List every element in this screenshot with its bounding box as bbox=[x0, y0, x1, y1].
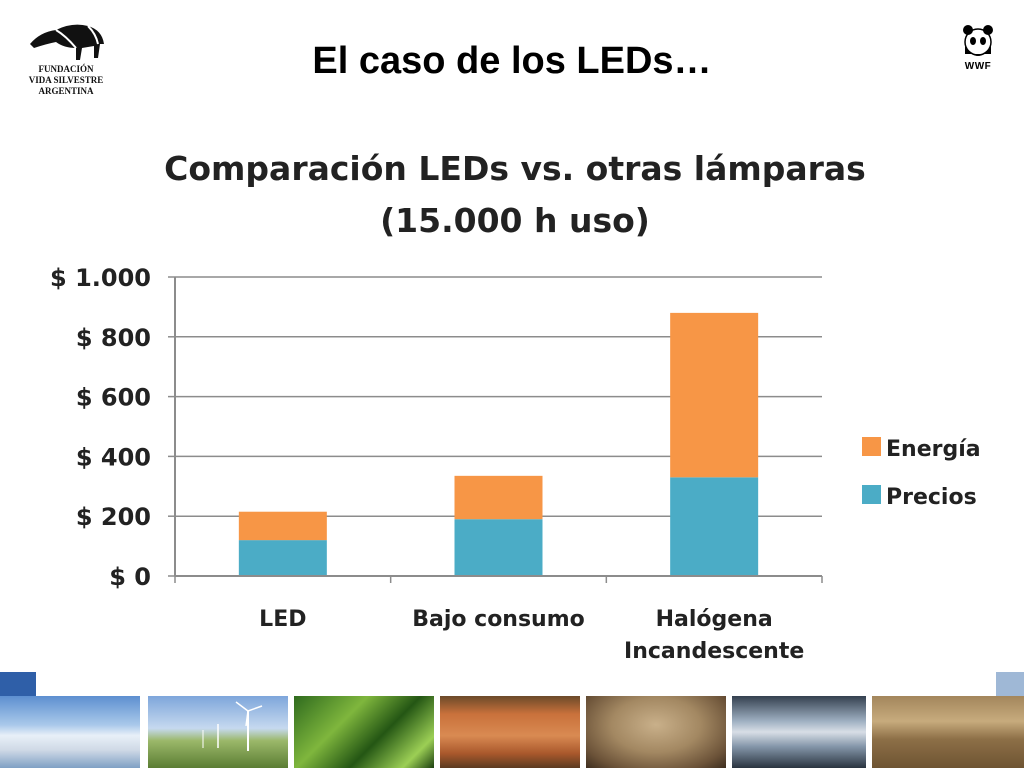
x-tick-label: Halógena bbox=[656, 607, 773, 632]
org-name-line: ARGENTINA bbox=[38, 86, 94, 96]
legend-swatch bbox=[862, 437, 881, 456]
chart-title: Comparación LEDs vs. otras lámparas bbox=[164, 149, 866, 188]
legend-swatch bbox=[862, 485, 881, 504]
slide-title: El caso de los LEDs… bbox=[312, 40, 712, 82]
bar-precios bbox=[454, 519, 543, 576]
photo-wind-turbines bbox=[148, 696, 288, 768]
photo-glacier bbox=[0, 696, 140, 768]
wwf-label: WWF bbox=[964, 61, 992, 72]
bar-energía bbox=[454, 475, 543, 520]
bar-energía bbox=[670, 312, 759, 478]
x-tick-label: Bajo consumo bbox=[412, 607, 585, 632]
chart-subtitle: (15.000 h uso) bbox=[380, 201, 650, 240]
legend-label: Energía bbox=[886, 437, 981, 462]
photo-tree-trunk bbox=[440, 696, 580, 768]
y-tick-label: $ 1.000 bbox=[50, 264, 151, 292]
legend-label: Precios bbox=[886, 485, 977, 510]
photo-ferns bbox=[294, 696, 434, 768]
panda-icon bbox=[963, 25, 993, 56]
x-tick-label: LED bbox=[259, 607, 306, 632]
org-name-line: FUNDACIÓN bbox=[38, 64, 94, 74]
x-tick-label: Incandescente bbox=[624, 639, 804, 664]
wwf-logo: WWF bbox=[956, 24, 1000, 72]
photo-dry-land bbox=[872, 696, 1024, 768]
turbine-icon bbox=[202, 701, 263, 751]
y-tick-label: $ 0 bbox=[109, 563, 151, 591]
photo-seal bbox=[586, 696, 726, 768]
foundation-logo: FUNDACIÓN VIDA SILVESTRE ARGENTINA bbox=[16, 14, 116, 97]
stacked-bar-chart: Comparación LEDs vs. otras lámparas (15.… bbox=[50, 149, 981, 664]
y-tick-label: $ 400 bbox=[76, 443, 151, 471]
bar-energía bbox=[238, 511, 327, 541]
axes: $ 0 $ 200 $ 400 $ 600 $ 800 $ 1.000 LED Bajo co… bbox=[50, 264, 823, 664]
y-tick-label: $ 200 bbox=[76, 503, 151, 531]
bar-precios bbox=[670, 477, 759, 576]
bar-precios bbox=[238, 540, 327, 576]
legend: Energía Precios bbox=[862, 437, 981, 510]
anteater-icon bbox=[30, 24, 104, 61]
strip-corner-photo bbox=[996, 672, 1024, 696]
bars bbox=[238, 312, 759, 576]
y-tick-label: $ 800 bbox=[76, 324, 151, 352]
org-name-line: VIDA SILVESTRE bbox=[28, 75, 104, 85]
photo-fish bbox=[732, 696, 866, 768]
y-tick-label: $ 600 bbox=[76, 384, 151, 412]
strip-tab bbox=[0, 672, 36, 700]
